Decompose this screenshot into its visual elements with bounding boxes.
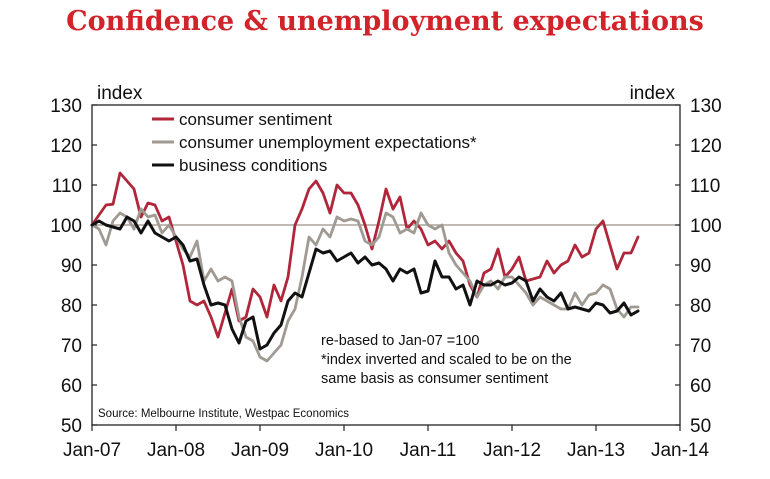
legend-label-business-conditions: business conditions — [179, 156, 327, 175]
y-tick-label-right: 50 — [690, 416, 711, 437]
x-tick-label: Jan-11 — [400, 440, 457, 461]
series-layer — [90, 171, 640, 363]
x-tick-label: Jan-08 — [147, 440, 205, 461]
y-tick-label-left: 100 — [50, 216, 82, 237]
annotation-block: re-based to Jan-07 =100 *index inverted … — [321, 333, 572, 387]
y-tick-label-right: 110 — [690, 176, 720, 197]
y-tick-label-right: 100 — [690, 216, 722, 237]
y-axis-unit-right: index — [630, 83, 676, 104]
y-tick-label-left: 90 — [61, 256, 82, 277]
y-tick-label-left: 50 — [61, 416, 82, 437]
legend-label-consumer-sentiment: consumer sentiment — [179, 110, 332, 129]
y-tick-label-left: 120 — [50, 136, 82, 157]
x-tick-label: Jan-10 — [315, 440, 373, 461]
annotation-rebase: re-based to Jan-07 =100 — [321, 333, 479, 349]
y-tick-label-left: 110 — [52, 176, 82, 197]
y-axis-unit-left: index — [97, 83, 143, 104]
y-tick-label-left: 130 — [50, 96, 82, 117]
chart-title: Confidence & unemployment expectations — [66, 6, 704, 37]
x-tick-label: Jan-13 — [567, 440, 625, 461]
x-tick-label: Jan-07 — [63, 440, 121, 461]
legend-label-unemployment-expectations: consumer unemployment expectations* — [179, 133, 477, 152]
chart-axes: 50 50 60 60 70 70 80 80 90 90 100 100 110 110 120 120 13… — [50, 83, 721, 461]
y-tick-label-right: 80 — [690, 296, 711, 317]
y-tick-label-right: 130 — [690, 96, 722, 117]
x-tick-label: Jan-14 — [651, 440, 710, 461]
series-line-unemployment-expectations — [90, 207, 640, 363]
y-tick-label-right: 60 — [690, 376, 711, 397]
y-tick-label-left: 70 — [61, 336, 82, 357]
y-tick-label-left: 80 — [61, 296, 82, 317]
series-line-consumer-sentiment — [90, 171, 640, 339]
annotation-inverted-2: same basis as consumer sentiment — [321, 371, 548, 387]
y-tick-label-left: 60 — [61, 376, 82, 397]
y-tick-label-right: 120 — [690, 136, 722, 157]
series-line-business-conditions — [90, 215, 640, 351]
y-tick-label-right: 70 — [690, 336, 711, 357]
annotation-inverted-1: *index inverted and scaled to be on the — [321, 352, 572, 368]
legend: consumer sentiment consumer unemployment… — [152, 110, 477, 175]
y-tick-label-right: 90 — [690, 256, 711, 277]
x-tick-label: Jan-12 — [483, 440, 541, 461]
source-note: Source: Melbourne Institute, Westpac Eco… — [98, 408, 349, 420]
x-tick-label: Jan-09 — [231, 440, 289, 461]
